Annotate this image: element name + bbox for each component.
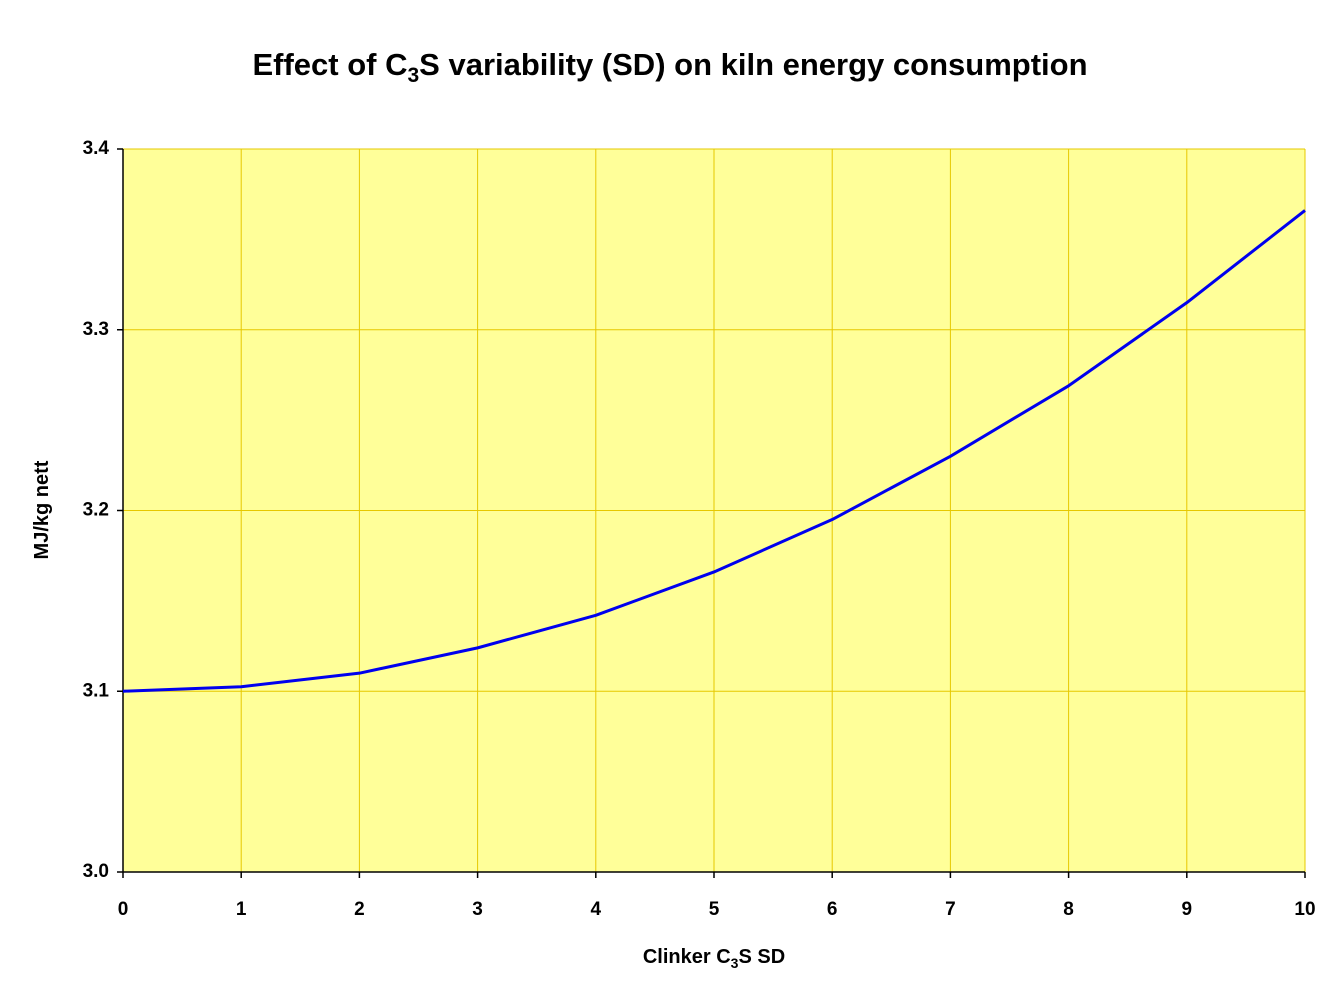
x-tick-label: 6	[827, 899, 838, 920]
x-tick-label: 1	[236, 899, 247, 920]
x-tick-label: 2	[354, 899, 365, 920]
y-tick-label: 3.3	[83, 319, 109, 340]
x-tick-label: 0	[118, 899, 129, 920]
title-part: Effect of C	[252, 47, 407, 82]
xlabel-part: S SD	[738, 946, 785, 968]
xlabel-subscript: 3	[731, 955, 739, 971]
y-axis-label: MJ/kg nett	[31, 460, 53, 559]
x-tick-label: 4	[591, 899, 602, 920]
x-tick-label: 7	[945, 899, 956, 920]
title-subscript: 3	[407, 64, 419, 87]
chart-title: Effect of C3S variability (SD) on kiln e…	[252, 47, 1087, 87]
x-tick-label: 8	[1063, 899, 1074, 920]
data-line	[122, 209, 1306, 693]
x-tick-label: 5	[709, 899, 720, 920]
x-tick-label: 9	[1182, 899, 1193, 920]
y-tick-label: 3.1	[83, 680, 110, 701]
x-tick-label: 10	[1294, 899, 1315, 920]
y-tick-label: 3.2	[83, 500, 109, 521]
y-tick-label: 3.4	[83, 138, 110, 159]
title-part: S variability (SD) on kiln energy consum…	[419, 47, 1087, 82]
x-axis-label: Clinker C3S SD	[643, 946, 785, 971]
xlabel-part: Clinker C	[643, 946, 731, 968]
x-tick-label: 3	[472, 899, 483, 920]
y-tick-label: 3.0	[83, 861, 109, 882]
